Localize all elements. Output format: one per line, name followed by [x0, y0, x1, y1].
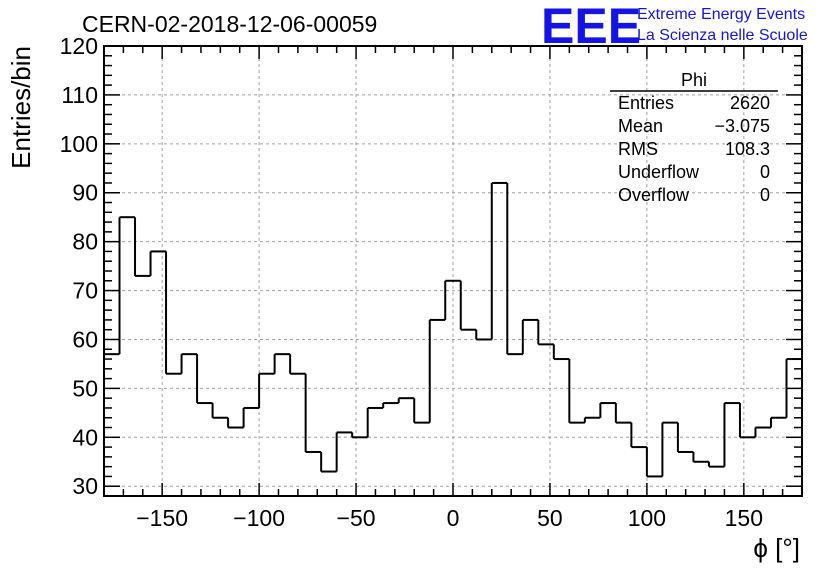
x-tick-label: −100 [233, 505, 285, 531]
x-axis-label: ϕ [°] [753, 533, 800, 563]
stats-value: 108.3 [725, 139, 770, 159]
stats-value: 2620 [730, 93, 770, 113]
stats-value: 0 [760, 185, 770, 205]
stats-value: −3.075 [714, 116, 770, 136]
stats-label: RMS [618, 139, 658, 159]
x-tick-label: 0 [447, 505, 460, 531]
stats-label: Mean [618, 116, 663, 136]
stats-box: Phi Entries 2620 Mean −3.075 RMS 108.3 Underfl… [610, 70, 778, 205]
histogram [104, 181, 802, 478]
y-tick-label: 60 [72, 326, 98, 352]
x-tick-label: 100 [628, 505, 666, 531]
logo-line-2: La Scienza nelle Scuole [637, 27, 808, 44]
logo-line-1: Extreme Energy Events [637, 6, 805, 23]
stats-label: Overflow [618, 185, 690, 205]
y-tick-label: 110 [61, 82, 98, 108]
x-tick-label: 150 [725, 505, 763, 531]
stats-label: Entries [618, 93, 674, 113]
y-tick-label: 40 [72, 424, 98, 450]
y-tick-label: 80 [72, 229, 98, 255]
x-tick-label: −50 [337, 505, 376, 531]
y-tick-label: 30 [72, 473, 98, 499]
stats-label: Underflow [618, 162, 700, 182]
y-tick-label: 50 [72, 375, 98, 401]
stats-rows: Entries 2620 Mean −3.075 RMS 108.3 Underflow 0 O… [618, 93, 770, 205]
y-tick-label: 90 [72, 180, 98, 206]
y-axis-label: Entries/bin [6, 46, 36, 169]
stats-value: 0 [760, 162, 770, 182]
chart-title: CERN-02-2018-12-06-00059 [82, 11, 377, 37]
y-tick-label: 120 [60, 33, 98, 59]
x-tick-label: −150 [136, 505, 188, 531]
stats-title: Phi [681, 70, 707, 90]
y-tick-label: 70 [72, 278, 98, 304]
axes [103, 45, 803, 497]
x-tick-label: 50 [537, 505, 563, 531]
grid [104, 45, 802, 496]
tick-labels: −150 −100 −50 0 50 100 150 30 40 50 60 70 80 90 100 110… [60, 33, 763, 531]
y-tick-label: 100 [60, 131, 98, 157]
